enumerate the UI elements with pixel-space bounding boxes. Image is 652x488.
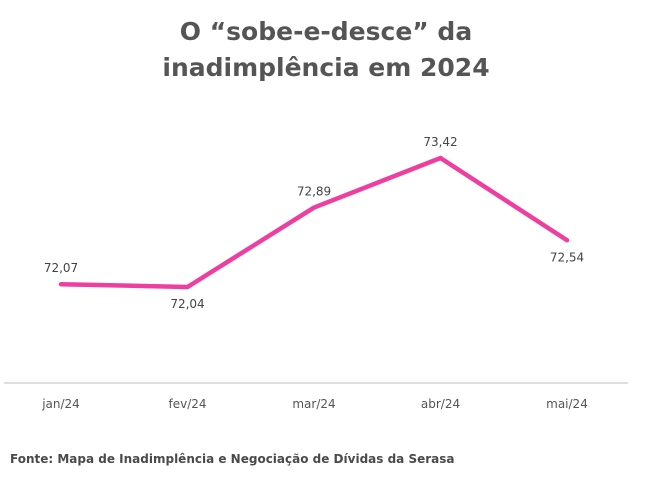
data-label: 72,54 xyxy=(550,250,584,264)
x-tick-label: abr/24 xyxy=(421,397,460,411)
source-note: Fonte: Mapa de Inadimplência e Negociaçã… xyxy=(10,452,455,466)
data-label: 72,04 xyxy=(170,297,204,311)
data-label: 72,07 xyxy=(44,261,78,275)
chart-title: O “sobe-e-desce” da inadimplência em 202… xyxy=(0,14,652,86)
chart-title-line-1: O “sobe-e-desce” da xyxy=(179,17,473,46)
x-tick-label: jan/24 xyxy=(41,397,80,411)
data-label: 73,42 xyxy=(423,135,457,149)
x-tick-label: mai/24 xyxy=(546,397,588,411)
data-label: 72,89 xyxy=(297,185,331,199)
chart-title-line-2: inadimplência em 2024 xyxy=(162,53,490,82)
x-tick-label: fev/24 xyxy=(168,397,206,411)
x-tick-label: mar/24 xyxy=(292,397,335,411)
series-line xyxy=(58,155,570,290)
